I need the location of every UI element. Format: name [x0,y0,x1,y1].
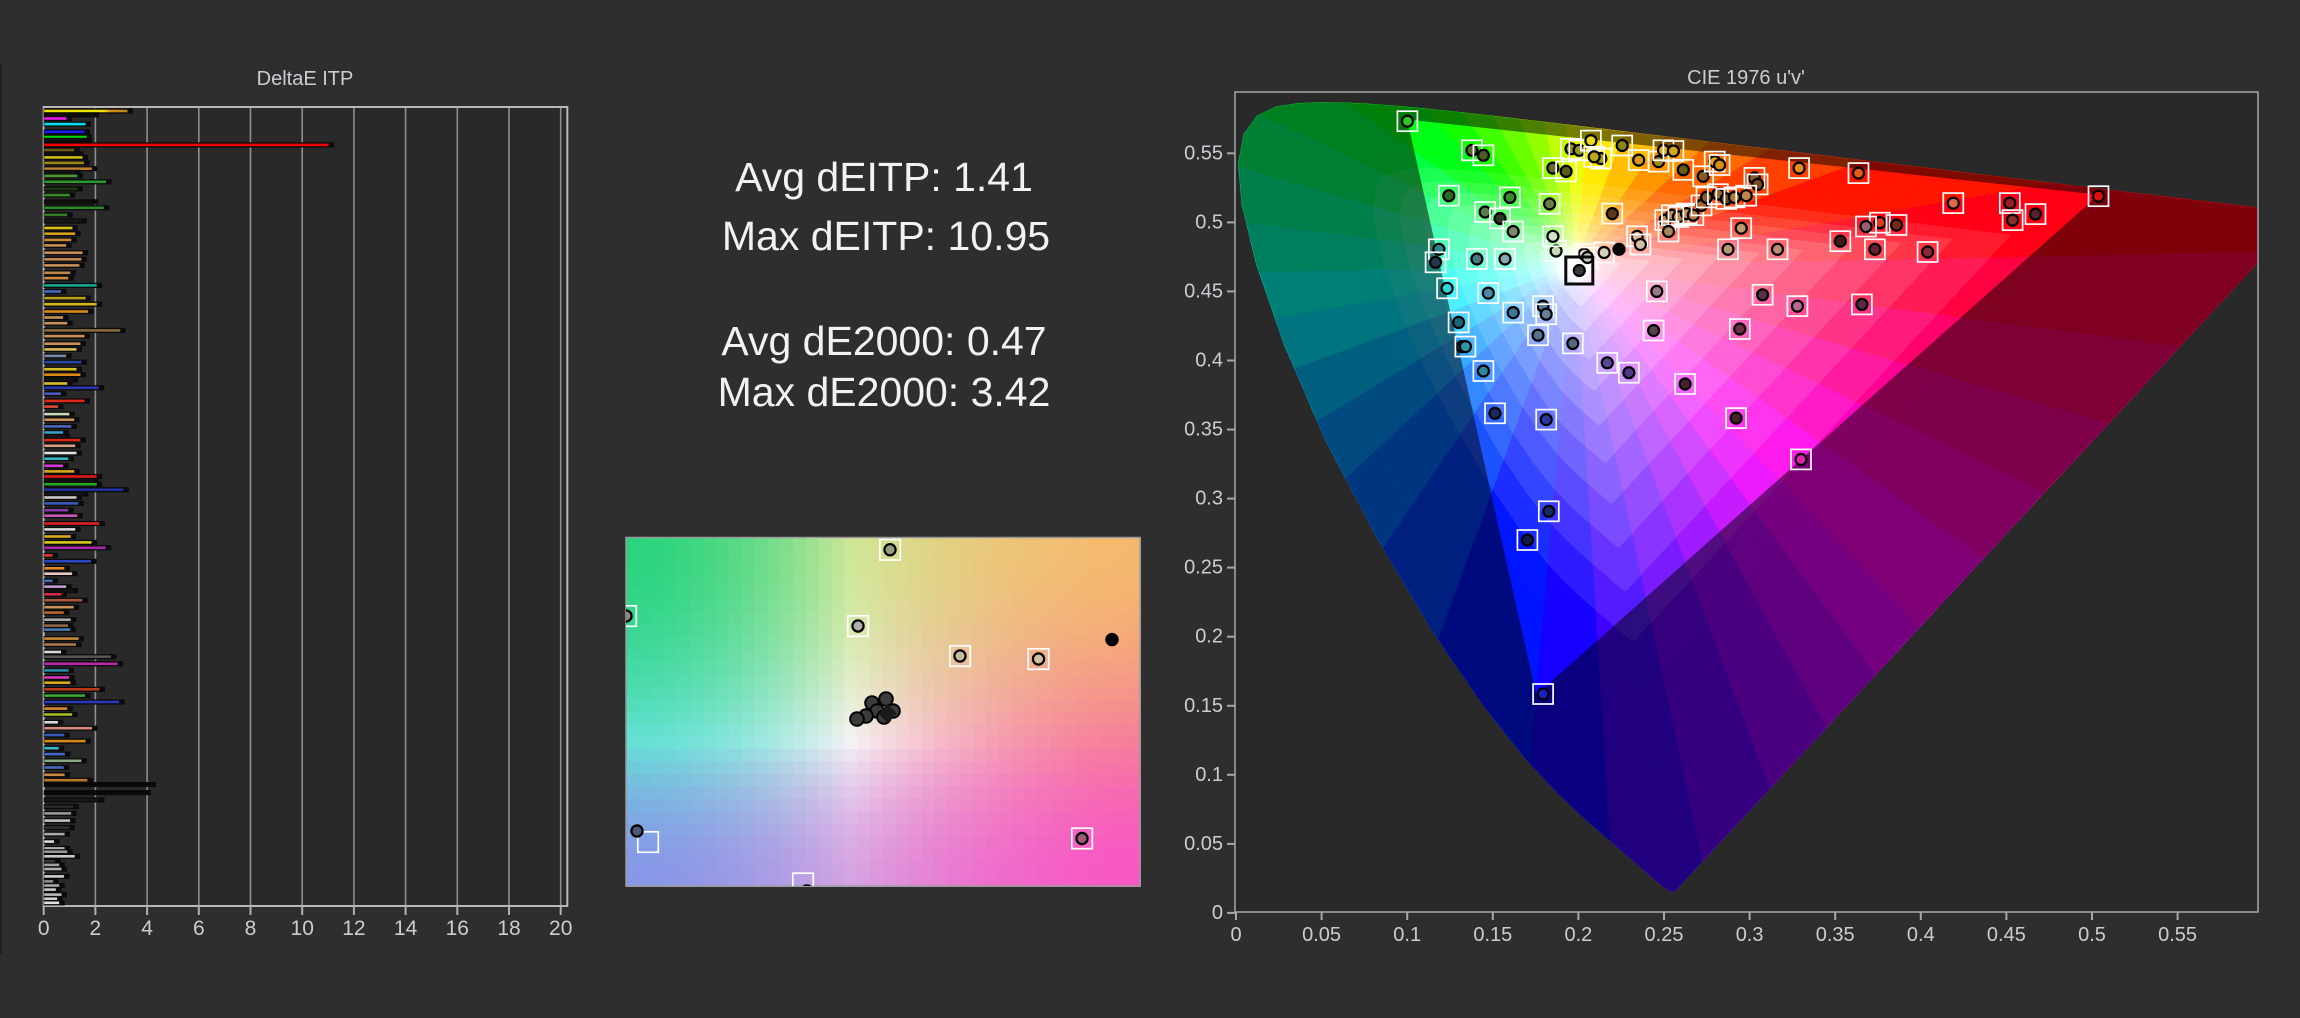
svg-text:20: 20 [549,917,572,940]
svg-text:6: 6 [193,917,205,940]
svg-text:0.4: 0.4 [1907,924,1935,946]
svg-text:CIE 1976 u'v': CIE 1976 u'v' [1687,67,1805,89]
svg-text:0.2: 0.2 [1195,626,1223,648]
svg-text:0.1: 0.1 [1195,764,1223,786]
svg-text:0.5: 0.5 [1195,211,1223,233]
svg-text:4: 4 [141,917,153,940]
svg-text:0.05: 0.05 [1302,924,1341,946]
svg-text:0.1: 0.1 [1393,924,1421,946]
svg-text:0.4: 0.4 [1195,350,1223,372]
svg-text:0.2: 0.2 [1564,924,1592,946]
svg-text:8: 8 [245,917,257,940]
svg-text:0: 0 [38,917,50,940]
svg-text:2: 2 [90,917,102,940]
svg-text:0.5: 0.5 [2078,924,2106,946]
svg-text:0: 0 [1212,902,1223,924]
svg-text:0.35: 0.35 [1184,419,1223,441]
svg-text:0.05: 0.05 [1184,833,1223,855]
svg-text:DeltaE ITP: DeltaE ITP [257,68,354,90]
svg-text:0.35: 0.35 [1816,924,1855,946]
svg-text:Avg dEITP: 1.41: Avg dEITP: 1.41 [735,154,1033,200]
svg-text:12: 12 [342,917,365,940]
svg-text:Max dE2000: 3.42: Max dE2000: 3.42 [718,369,1051,415]
svg-text:0.3: 0.3 [1195,488,1223,510]
svg-text:10: 10 [291,917,314,940]
svg-text:0.45: 0.45 [1987,924,2026,946]
svg-text:0.25: 0.25 [1645,924,1684,946]
svg-text:0.25: 0.25 [1184,557,1223,579]
svg-text:0.55: 0.55 [2158,924,2197,946]
svg-text:0.45: 0.45 [1184,280,1223,302]
svg-text:0.55: 0.55 [1184,142,1223,164]
svg-text:0.15: 0.15 [1473,924,1512,946]
svg-text:0.15: 0.15 [1184,695,1223,717]
svg-text:Max dEITP: 10.95: Max dEITP: 10.95 [722,213,1050,259]
svg-text:0.3: 0.3 [1736,924,1764,946]
svg-text:14: 14 [394,917,418,940]
svg-text:16: 16 [446,917,469,940]
svg-text:Avg dE2000: 0.47: Avg dE2000: 0.47 [721,318,1046,364]
svg-text:18: 18 [497,917,520,940]
svg-text:0: 0 [1230,924,1241,946]
